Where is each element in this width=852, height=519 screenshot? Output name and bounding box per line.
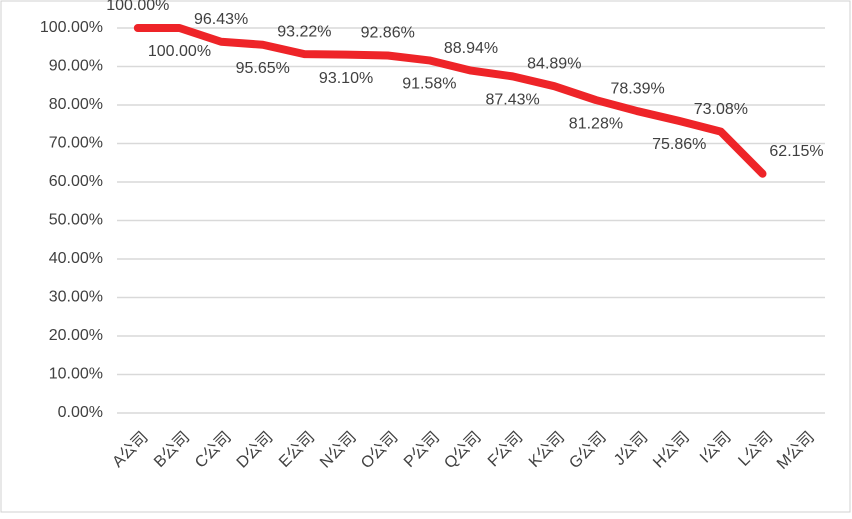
line [133, 24, 767, 178]
y-tick-label: 80.00% [49, 96, 103, 113]
y-tick-label: 20.00% [49, 327, 103, 344]
y-tick-label: 40.00% [49, 250, 103, 267]
y-tick-label: 70.00% [49, 135, 103, 152]
y-tick-label: 10.00% [49, 366, 103, 383]
data-label: 100.00% [148, 43, 211, 60]
y-tick-label: 60.00% [49, 173, 103, 190]
data-label: 84.89% [527, 55, 581, 72]
data-label: 73.08% [694, 101, 748, 118]
data-label: 93.10% [319, 70, 373, 87]
data-label: 95.65% [236, 60, 290, 77]
data-label: 91.58% [402, 76, 456, 93]
data-label: 62.15% [769, 143, 823, 160]
data-label: 88.94% [444, 40, 498, 57]
data-label: 93.22% [277, 23, 331, 40]
y-tick-label: 30.00% [49, 289, 103, 306]
y-tick-label: 90.00% [49, 58, 103, 75]
y-tick-label: 50.00% [49, 212, 103, 229]
data-label: 96.43% [194, 11, 248, 28]
data-label: 75.86% [652, 136, 706, 153]
data-label: 92.86% [361, 25, 415, 42]
y-tick-label: 0.00% [58, 404, 103, 421]
data-label: 78.39% [610, 80, 664, 97]
data-label: 100.00% [106, 0, 169, 14]
y-tick-label: 100.00% [40, 19, 103, 36]
data-label: 87.43% [486, 92, 540, 109]
data-label: 81.28% [569, 115, 623, 132]
